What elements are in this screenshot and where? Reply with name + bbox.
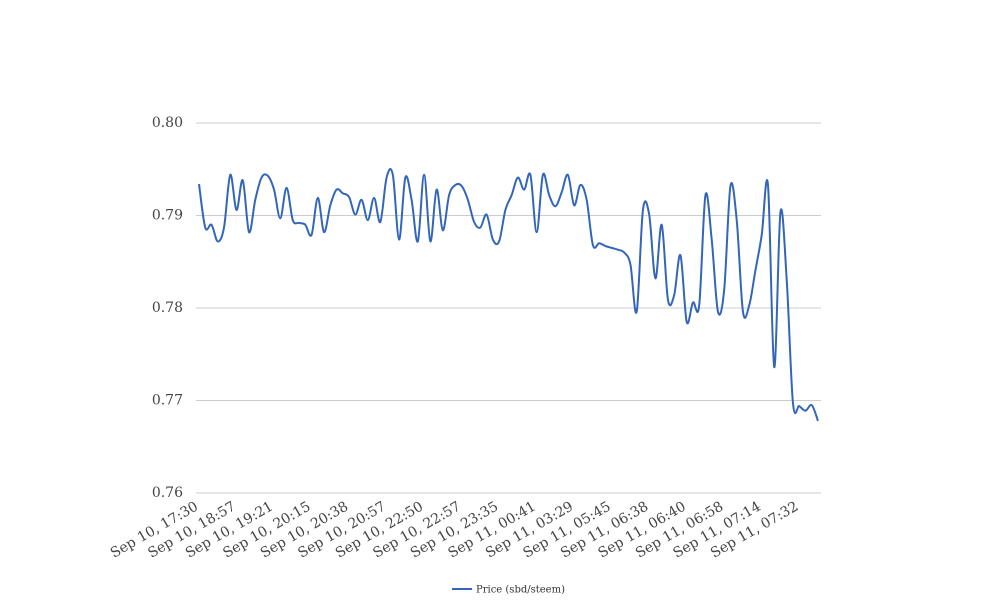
y-tick-label: 0.80 [152, 115, 183, 131]
legend-label: Price (sbd/steem) [476, 585, 565, 596]
y-tick-label: 0.76 [152, 485, 183, 501]
y-tick-label: 0.78 [152, 300, 183, 316]
y-tick-label: 0.77 [152, 393, 183, 409]
price-line [198, 168, 819, 422]
y-tick-label: 0.79 [152, 208, 183, 224]
